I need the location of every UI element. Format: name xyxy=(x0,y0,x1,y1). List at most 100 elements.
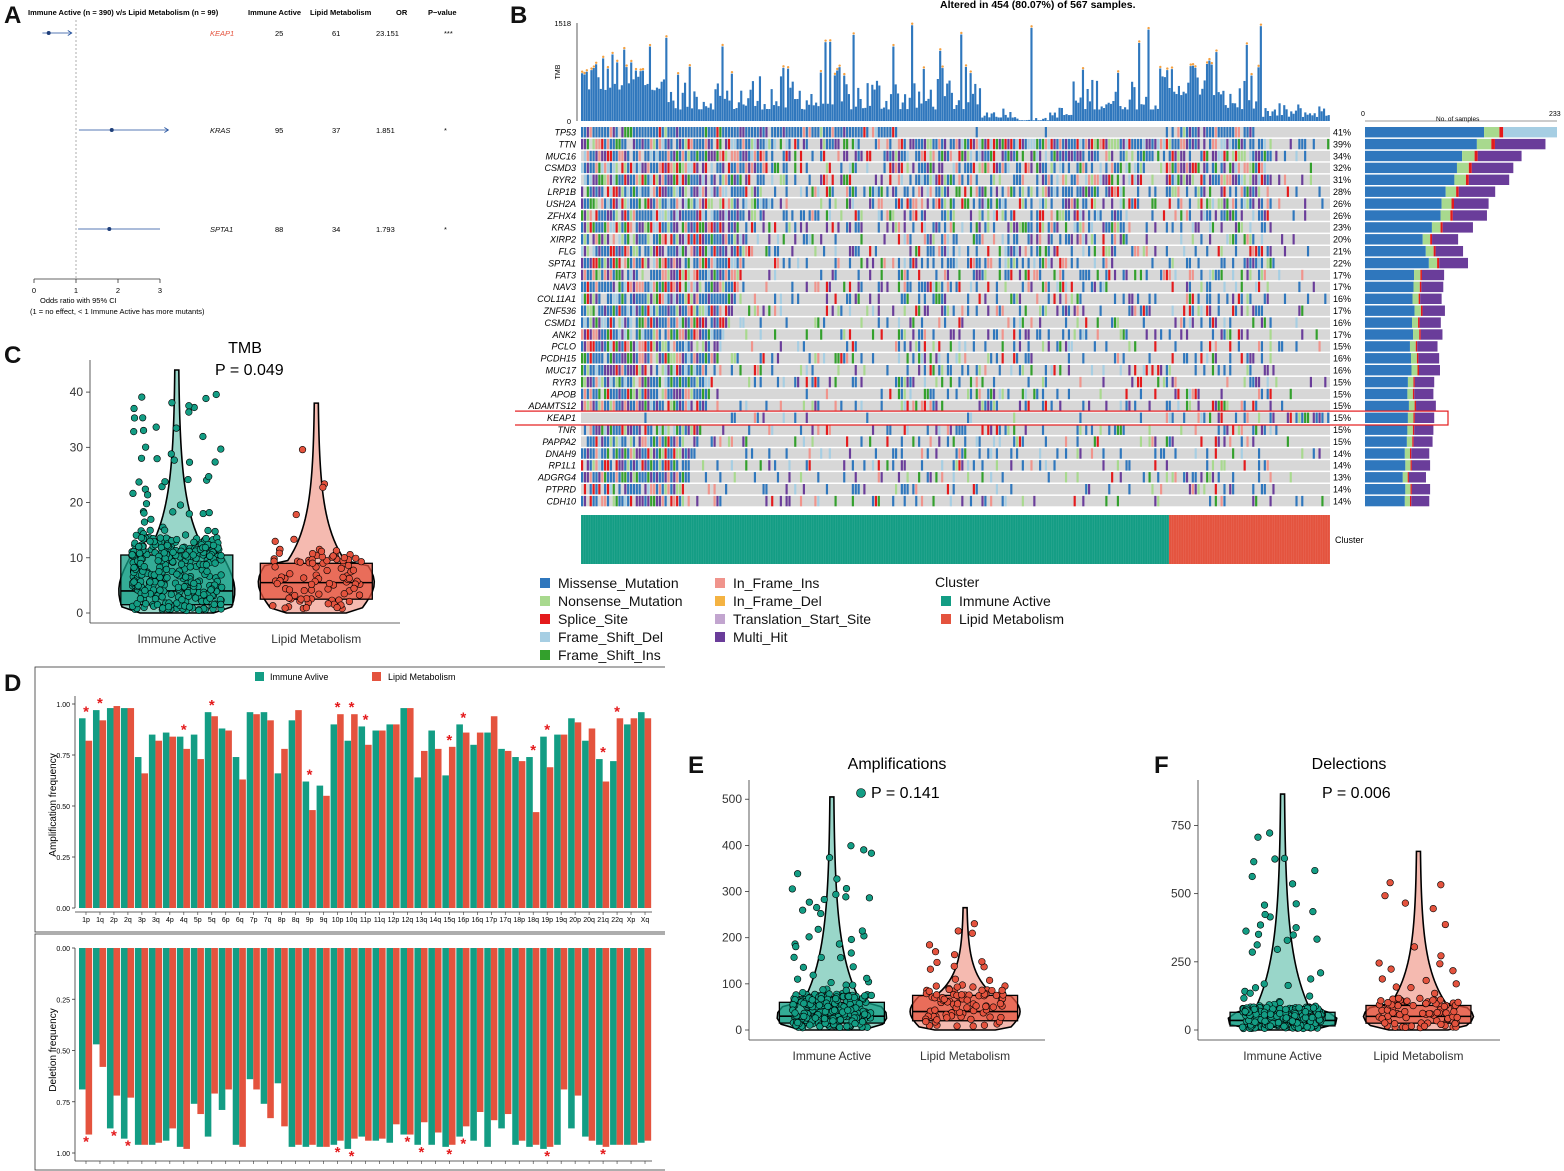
oncoplot-cell xyxy=(857,138,860,150)
oncoplot-cell xyxy=(961,138,964,150)
oncoplot-cell xyxy=(926,257,929,269)
oncoplot-cell xyxy=(1039,222,1042,233)
oncoplot-cell xyxy=(1243,127,1246,138)
oncoplot-cell xyxy=(750,341,754,352)
oncoplot-cell xyxy=(1237,424,1240,435)
oncoplot-cell xyxy=(1001,305,1004,316)
oncoplot-cell xyxy=(886,210,889,221)
tmb-bar xyxy=(901,102,904,121)
tmb-bar xyxy=(1014,117,1017,121)
side-bar-multi xyxy=(1435,246,1464,257)
oncoplot-cell xyxy=(661,222,664,233)
oncoplot-gene-label: ZFHX4 xyxy=(546,211,576,221)
oncoplot-cell xyxy=(618,353,621,364)
oncoplot-cell xyxy=(589,257,592,269)
tmb-bar xyxy=(637,76,640,121)
oncoplot-cell xyxy=(1286,412,1289,423)
oncoplot-cell xyxy=(1220,388,1223,400)
oncoplot-cell xyxy=(1096,138,1099,150)
oncoplot-cell xyxy=(615,127,618,138)
side-bar-missense xyxy=(1365,198,1442,209)
oncoplot-cell xyxy=(753,365,757,376)
oncoplot-cell xyxy=(1275,376,1278,388)
oncoplot-cell xyxy=(863,186,866,197)
legend-swatch xyxy=(540,632,550,642)
oncoplot-cell xyxy=(644,138,647,150)
oncoplot-cell xyxy=(918,305,921,316)
oncoplot-cell xyxy=(583,246,587,257)
tmb-bar xyxy=(581,73,584,121)
oncoplot-cell xyxy=(595,269,598,281)
oncoplot-cell xyxy=(955,424,958,435)
side-bar-nonsense xyxy=(1402,472,1408,483)
side-bar-missense xyxy=(1365,222,1432,233)
tmb-bar-cap xyxy=(623,46,626,50)
oncoplot-cell xyxy=(1067,341,1071,352)
oncoplot-cell xyxy=(667,376,670,388)
oncoplot-cell xyxy=(1007,424,1010,435)
oncoplot-cell xyxy=(1102,174,1105,185)
oncoplot-cell xyxy=(1252,353,1255,364)
oncoplot-cell xyxy=(1039,305,1042,316)
oncoplot-cell xyxy=(1064,281,1068,293)
oncoplot-cell xyxy=(1131,376,1134,388)
legend-label: Translation_Start_Site xyxy=(733,611,871,627)
oncoplot-cell xyxy=(1295,317,1298,328)
tmb-bar xyxy=(777,106,780,121)
oncoplot-cell xyxy=(1108,150,1111,162)
oncoplot-cell xyxy=(638,448,641,459)
oncoplot-cell xyxy=(949,222,952,233)
oncoplot-cell xyxy=(825,174,829,185)
oncoplot-cell xyxy=(903,388,906,400)
oncoplot-cell xyxy=(673,460,676,471)
oncoplot-cell xyxy=(644,174,647,185)
oncoplot-cell xyxy=(635,495,638,507)
oncoplot-cell xyxy=(1128,484,1131,495)
oncoplot-cell xyxy=(716,329,719,340)
oncoplot-cell xyxy=(595,281,598,293)
oncoplot-cell xyxy=(707,234,710,245)
oncoplot-row-cells-COL11A1 xyxy=(581,293,1327,304)
oncoplot-cell xyxy=(1131,305,1134,316)
tmb-bar xyxy=(1187,82,1190,121)
side-bar-multi xyxy=(1468,174,1510,185)
oncoplot-cell xyxy=(851,460,854,471)
tmb-bar xyxy=(1269,115,1272,121)
oncoplot-cell xyxy=(1064,234,1068,245)
oncoplot-cell xyxy=(1255,495,1258,507)
oncoplot-cell xyxy=(1304,138,1307,150)
oncoplot-cell xyxy=(920,448,924,459)
tmb-bar xyxy=(1163,77,1166,121)
oncoplot-cell xyxy=(1033,150,1036,162)
oncoplot-cell xyxy=(609,198,612,209)
oncoplot-cell xyxy=(915,495,918,507)
oncoplot-cell xyxy=(871,424,875,435)
oncoplot-cell xyxy=(1099,388,1102,400)
oncoplot-cell xyxy=(601,460,604,471)
oncoplot-cell xyxy=(1013,174,1016,185)
side-bar-splice xyxy=(1419,281,1422,293)
oncoplot-cell xyxy=(1007,150,1010,162)
oncoplot-cell xyxy=(1015,246,1019,257)
oncoplot-cell xyxy=(609,329,612,340)
oncoplot-cell xyxy=(693,293,696,304)
oncoplot-cell xyxy=(693,138,696,150)
oncoplot-cell xyxy=(1007,162,1010,174)
oncoplot-cell xyxy=(1185,400,1189,412)
oncoplot-cell xyxy=(906,281,909,293)
oncoplot-cell xyxy=(969,495,973,507)
oncoplot-cell xyxy=(774,329,777,340)
oncoplot-cell xyxy=(1246,412,1249,423)
oncoplot-cell xyxy=(1154,222,1157,233)
oncoplot-cell xyxy=(992,138,996,150)
oncoplot-cell xyxy=(699,388,702,400)
oncoplot-cell xyxy=(1257,138,1261,150)
oncoplot-cell xyxy=(918,341,921,352)
oncoplot-cell xyxy=(644,365,647,376)
oncoplot-cell xyxy=(644,234,647,245)
oncoplot-cell xyxy=(635,448,638,459)
oncoplot-cell xyxy=(713,365,716,376)
oncoplot-cell xyxy=(1209,293,1212,304)
tmb-bar xyxy=(1262,116,1265,121)
forest-gene-SPTA1: SPTA1 xyxy=(210,225,233,234)
